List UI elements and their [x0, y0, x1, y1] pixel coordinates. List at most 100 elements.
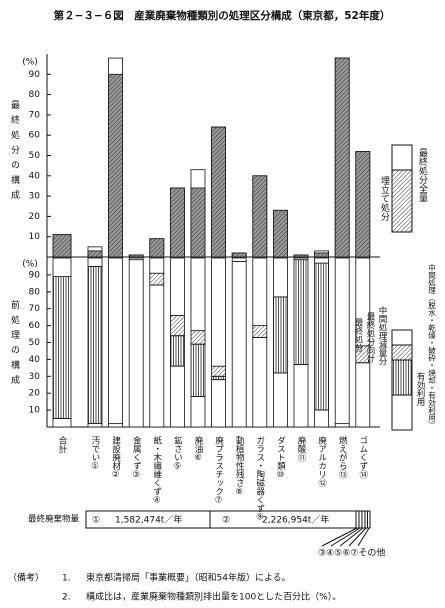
y-axis-title: 最終処分の構成 — [9, 100, 20, 205]
legend-label: 中間処理減量分 — [377, 305, 387, 366]
y-tick-label: 20 — [29, 212, 41, 222]
x-tick-label: ガラス・陶磁器くず⑨ — [255, 436, 265, 523]
y-tick-label: 90 — [29, 270, 41, 280]
bar-pattern — [211, 127, 226, 257]
bar-segment — [272, 296, 288, 374]
bar-segment — [252, 325, 268, 338]
bar-segment — [190, 343, 206, 397]
waste-label: 最終廃棄物量 — [28, 514, 80, 525]
bar-segment — [334, 423, 350, 428]
y-unit: (%) — [22, 260, 38, 270]
y-tick-label: 70 — [29, 110, 41, 120]
bar-segment — [169, 335, 185, 367]
y-tick-label: 30 — [29, 192, 41, 202]
bar-segment — [211, 365, 227, 377]
bar-segment — [272, 257, 288, 298]
y-tick-label: 40 — [29, 355, 41, 365]
bar-segment — [169, 365, 185, 428]
x-tick-label: ゴムくず⑭ — [358, 435, 368, 478]
bar-segment — [87, 423, 103, 428]
y-tick-label: 40 — [29, 171, 41, 181]
y-tick-label: 30 — [29, 372, 41, 382]
bar-pattern — [314, 252, 329, 257]
note-number: 2. — [62, 593, 71, 603]
bar-segment — [314, 262, 330, 411]
y-tick-label: 80 — [29, 287, 41, 297]
bar-pattern — [252, 175, 267, 257]
bar-segment — [211, 375, 227, 381]
bar-pattern — [53, 234, 71, 257]
bar-pattern — [273, 210, 288, 257]
note-text: 構成比は，産業廃棄物種類別排出量を100とした百分比（%）。 — [86, 591, 341, 603]
x-tick-label: 紙・木繊維くず④ — [152, 435, 162, 505]
y-tick-label: 10 — [29, 406, 41, 416]
bar-segment — [52, 257, 72, 277]
y-unit: (%) — [22, 58, 38, 68]
bar-pattern — [294, 254, 308, 257]
bar-segment — [52, 418, 72, 428]
bar-pattern — [170, 187, 185, 257]
bar-segment — [87, 266, 103, 425]
chart-title: 第２−３−６図 産業廃棄物種類別の処理区分構成（東京都，52年度） — [54, 9, 391, 22]
bar-pattern — [335, 58, 350, 258]
bar-segment — [52, 276, 72, 419]
bar-pattern — [149, 238, 164, 257]
waste-item: 2,226,954t／年 — [262, 514, 329, 526]
bar-segment — [190, 396, 206, 428]
bar-pattern — [232, 252, 247, 257]
bar-segment — [108, 257, 123, 425]
bar-segment — [128, 259, 144, 428]
x-tick-label: 廃酸⑪ — [296, 435, 306, 461]
bar-segment — [190, 330, 206, 345]
waste-others: ③④⑤⑥⑦その他 — [318, 547, 385, 559]
bar-segment — [293, 364, 309, 428]
bar-segment — [149, 284, 165, 428]
bar-segment — [211, 379, 227, 428]
x-tick-label: 鉱さい⑤ — [172, 435, 182, 471]
bar-segment — [190, 257, 206, 332]
bar-segment — [355, 257, 371, 347]
x-tick-label: 合計 — [57, 435, 67, 454]
legend-label: 最終処分 — [353, 318, 363, 353]
bar-segment — [128, 257, 144, 261]
legend-swatch — [391, 394, 413, 431]
bar-segment — [252, 337, 268, 428]
bar-segment — [314, 257, 330, 264]
x-tick-label: 建設廃材② — [111, 435, 121, 480]
bar-segment — [231, 257, 247, 262]
x-tick-label: ダスト類⑩ — [275, 435, 285, 480]
y-axis-title: 前処理の構成 — [9, 299, 20, 390]
bar-pattern — [129, 254, 144, 257]
y-tick-label: 60 — [29, 321, 41, 331]
x-tick-label: 燃えがら⑬ — [337, 435, 347, 478]
bracket-label: 中間処理（脱水・乾燥・破砕・焼却・有効利用） — [427, 263, 436, 429]
legend-swatch — [391, 344, 413, 361]
y-tick-label: 50 — [29, 151, 41, 161]
y-tick-label: 70 — [29, 304, 41, 314]
bar-pattern — [108, 74, 123, 257]
bar-segment — [211, 257, 227, 367]
bar-segment — [149, 257, 165, 274]
x-tick-label: 動植物性残さ⑧ — [234, 435, 244, 497]
y-tick-label: 60 — [29, 131, 41, 141]
bar-segment — [169, 257, 185, 316]
waste-item: ② — [222, 516, 230, 526]
y-tick-label: 20 — [29, 389, 41, 399]
x-tick-label: 廃アルカリ⑫ — [317, 435, 327, 487]
bar-segment — [334, 257, 350, 425]
waste-item: ① — [92, 516, 100, 526]
y-tick-label: 90 — [29, 70, 41, 80]
bar-segment — [149, 272, 165, 286]
bar-pattern — [88, 250, 102, 257]
bar-segment — [108, 423, 123, 428]
bar-segment — [169, 315, 185, 337]
note-marker: （備考） — [8, 572, 44, 584]
legend-swatch — [391, 169, 413, 233]
legend-label: 最終処分全量 — [417, 148, 428, 202]
y-tick-label: 10 — [29, 232, 41, 242]
legend-label: 有効利用 — [415, 371, 425, 407]
bar-pattern — [355, 151, 370, 257]
bar-segment — [272, 372, 288, 428]
waste-bar — [85, 510, 371, 529]
